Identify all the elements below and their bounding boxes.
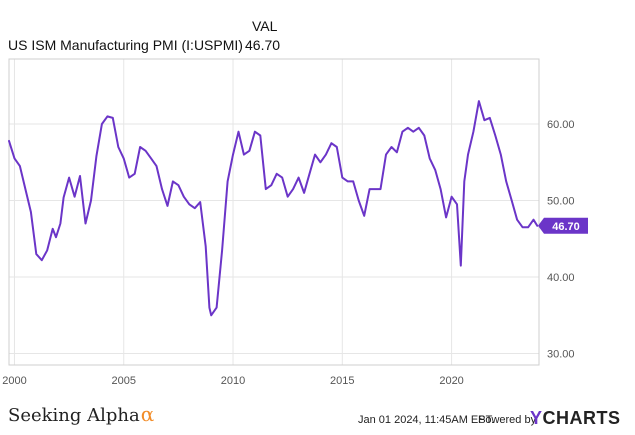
x-tick-label: 2010 — [221, 375, 245, 387]
x-tick-label: 2020 — [439, 375, 463, 387]
legend-column-header: VAL — [252, 18, 278, 34]
plot-border — [8, 58, 540, 366]
last-value-tag — [538, 217, 588, 234]
ycharts-y-icon: Y — [530, 408, 543, 428]
ycharts-text: CHARTS — [542, 408, 621, 428]
x-tick-label: 2005 — [112, 375, 136, 387]
powered-by-label: Powered by — [478, 414, 537, 426]
x-tick-label: 2015 — [330, 375, 354, 387]
grid-layer — [9, 59, 539, 365]
alpha-icon: α — [140, 402, 155, 426]
legend-series-name: US ISM Manufacturing PMI (I:USPMI) — [8, 37, 243, 53]
seeking-alpha-logo: Seeking Alphaα — [8, 402, 154, 426]
y-tick-label: 30.00 — [547, 349, 575, 361]
x-tick-label: 2000 — [2, 375, 26, 387]
last-value-label: 46.70 — [552, 221, 580, 233]
tick-labels: 30.00 40.00 50.00 60.00 2000 2005 2010 2015 2020 — [2, 119, 574, 387]
legend-series-value: 46.70 — [245, 37, 281, 53]
ycharts-logo: YCHARTS — [530, 408, 621, 429]
plot-frame — [8, 58, 540, 366]
y-tick-label: 60.00 — [547, 119, 575, 131]
brand-text: Seeking Alpha — [8, 405, 140, 426]
series-line — [8, 100, 539, 317]
series-layer — [8, 100, 539, 317]
timestamp: Jan 01 2024, 11:45AM EST. — [358, 414, 495, 426]
last-value-layer: 46.70 — [538, 217, 588, 234]
y-tick-label: 40.00 — [547, 272, 575, 284]
y-tick-label: 50.00 — [547, 196, 575, 208]
